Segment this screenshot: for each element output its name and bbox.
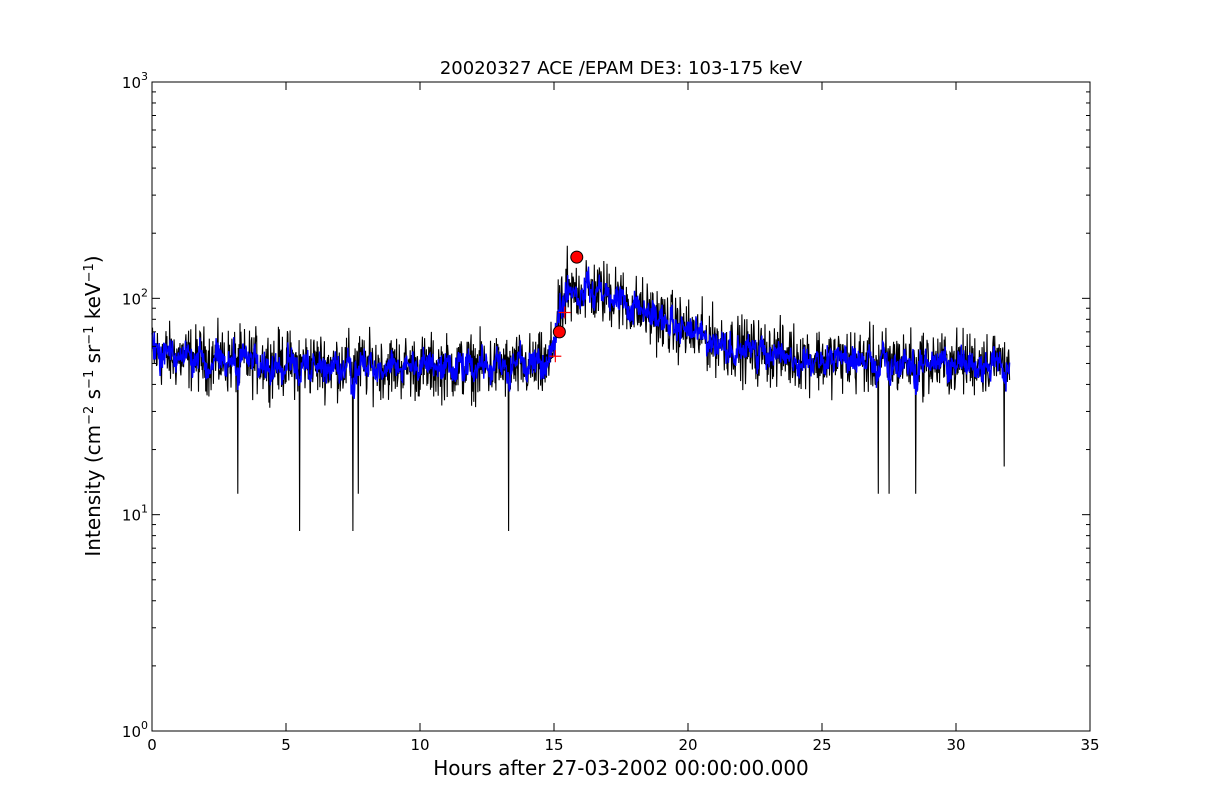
plot-background: [152, 82, 1090, 731]
y-axis-label-part: Intensity (cm: [81, 425, 105, 557]
x-tick-label: 35: [1080, 736, 1099, 754]
y-tick-label-exponent: 2: [141, 286, 148, 299]
series-layer: [151, 245, 1011, 532]
series-smoothed-line: [151, 266, 1011, 399]
marker-layer: [549, 250, 584, 363]
y-axis-label-part: s: [81, 389, 105, 406]
y-tick-label-exponent: 0: [141, 719, 148, 732]
y-axis-label-part: sr: [81, 344, 105, 370]
y-axis-label-exponent: −1: [82, 326, 97, 345]
y-tick-label: 103: [122, 70, 148, 92]
y-tick-label-exponent: 1: [141, 503, 148, 516]
y-tick-label: 102: [122, 286, 148, 308]
plot-area: [151, 81, 1091, 732]
marker-circle: [570, 250, 584, 264]
y-tick-label-base: 10: [122, 723, 141, 741]
y-axis-label-exponent: −1: [82, 370, 97, 389]
y-tick-label: 101: [122, 503, 148, 525]
x-axis-label: Hours after 27-03-2002 00:00:00.000: [433, 756, 809, 780]
x-tick-label: 30: [946, 736, 965, 754]
y-axis-label-exponent: −1: [82, 263, 97, 282]
marker-circle: [552, 325, 566, 339]
x-tick-label: 5: [281, 736, 291, 754]
y-axis-label-part: keV: [81, 282, 105, 326]
y-tick-label-base: 10: [122, 290, 141, 308]
x-tick-label: 25: [812, 736, 831, 754]
chart-title: 20020327 ACE /EPAM DE3: 103-175 keV: [440, 58, 803, 79]
x-tick-label: 0: [147, 736, 157, 754]
y-axis-label-exponent: −2: [82, 406, 97, 425]
marker-plus: [558, 306, 571, 319]
plot-frame: [151, 81, 1091, 732]
y-axis-label: Intensity (cm−2 s−1 sr−1 keV−1): [81, 255, 105, 556]
y-axis-label-part: ): [81, 255, 105, 263]
x-tick-label: 15: [544, 736, 563, 754]
x-tick-label: 20: [678, 736, 697, 754]
x-tick-label: 10: [410, 736, 429, 754]
y-tick-label-base: 10: [122, 507, 141, 525]
y-tick-label-exponent: 3: [141, 70, 148, 83]
y-tick-label-base: 10: [122, 74, 141, 92]
marker-plus: [549, 350, 562, 363]
x-axis: 0 5 10 15 20 25 30 35: [147, 82, 1100, 754]
y-tick-label: 100: [122, 719, 148, 741]
